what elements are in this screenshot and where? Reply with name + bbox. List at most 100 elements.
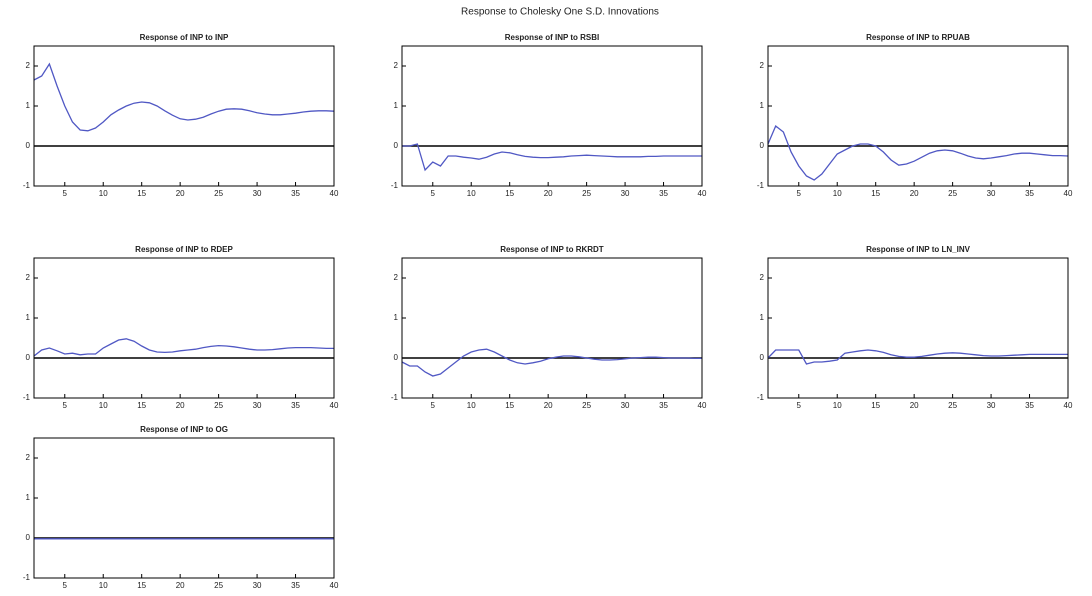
x-tick-label: 20 xyxy=(176,401,185,410)
response-line xyxy=(33,338,334,357)
x-tick-label: 20 xyxy=(910,401,919,410)
x-tick-label: 40 xyxy=(330,189,339,198)
panel-title: Response of INP to OG xyxy=(140,425,228,434)
y-tick-label: 1 xyxy=(26,101,31,110)
x-tick-label: 35 xyxy=(291,189,300,198)
x-tick-label: 15 xyxy=(137,581,146,590)
y-tick-label: 2 xyxy=(26,273,31,282)
y-tick-label: 0 xyxy=(394,353,399,362)
x-tick-label: 5 xyxy=(797,189,802,198)
y-tick-label: 2 xyxy=(394,61,399,70)
plot-frame xyxy=(33,45,335,187)
y-tick-label: -1 xyxy=(391,393,399,402)
y-tick-label: 0 xyxy=(26,141,31,150)
panel-title: Response of INP to RKRDT xyxy=(500,245,604,254)
y-tick-label: 2 xyxy=(760,273,765,282)
x-tick-label: 40 xyxy=(330,401,339,410)
x-tick-label: 30 xyxy=(987,189,996,198)
panel-title: Response of INP to INP xyxy=(140,33,229,42)
x-tick-label: 35 xyxy=(291,581,300,590)
y-tick-label: 0 xyxy=(26,353,31,362)
x-tick-label: 15 xyxy=(505,189,514,198)
x-tick-label: 35 xyxy=(291,401,300,410)
response-line xyxy=(33,62,335,132)
x-tick-label: 5 xyxy=(63,401,68,410)
y-tick-label: 1 xyxy=(26,493,31,502)
x-tick-label: 30 xyxy=(621,189,630,198)
x-tick-label: 20 xyxy=(910,189,919,198)
plot-frame xyxy=(767,257,1069,399)
x-tick-label: 5 xyxy=(63,189,68,198)
x-tick-label: 10 xyxy=(467,401,476,410)
x-tick-label: 10 xyxy=(99,189,108,198)
x-tick-label: 15 xyxy=(871,189,880,198)
x-tick-label: 10 xyxy=(467,189,476,198)
x-tick-label: 25 xyxy=(948,401,957,410)
x-tick-label: 20 xyxy=(544,401,553,410)
x-tick-label: 20 xyxy=(176,581,185,590)
plot-frame xyxy=(401,257,703,399)
y-tick-label: -1 xyxy=(23,393,31,402)
y-tick-label: 1 xyxy=(394,313,399,322)
panel-title: Response of INP to RSBI xyxy=(505,33,600,42)
x-tick-label: 40 xyxy=(698,401,707,410)
response-line xyxy=(767,124,1069,181)
figure-title: Response to Cholesky One S.D. Innovation… xyxy=(461,7,659,18)
y-tick-label: -1 xyxy=(23,573,31,582)
x-tick-label: 25 xyxy=(948,189,957,198)
x-tick-label: 30 xyxy=(987,401,996,410)
y-tick-label: -1 xyxy=(757,181,765,190)
y-tick-label: 2 xyxy=(26,453,31,462)
x-tick-label: 15 xyxy=(505,401,514,410)
x-tick-label: 30 xyxy=(253,189,262,198)
y-tick-label: 0 xyxy=(760,353,765,362)
x-tick-label: 30 xyxy=(621,401,630,410)
panel-title: Response of INP to RDEP xyxy=(135,245,233,254)
y-tick-label: -1 xyxy=(23,181,31,190)
x-tick-label: 40 xyxy=(1064,401,1073,410)
y-tick-label: 1 xyxy=(26,313,31,322)
x-tick-label: 25 xyxy=(214,401,223,410)
x-tick-label: 40 xyxy=(698,189,707,198)
x-tick-label: 30 xyxy=(253,401,262,410)
x-tick-label: 25 xyxy=(582,189,591,198)
response-line xyxy=(402,143,702,172)
y-tick-label: 1 xyxy=(760,313,765,322)
plot-frame xyxy=(33,437,335,579)
x-tick-label: 20 xyxy=(176,189,185,198)
plot-frame xyxy=(401,45,703,187)
y-tick-label: -1 xyxy=(757,393,765,402)
y-tick-label: 0 xyxy=(760,141,765,150)
x-tick-label: 25 xyxy=(214,581,223,590)
x-tick-label: 35 xyxy=(1025,401,1034,410)
y-tick-label: -1 xyxy=(391,181,399,190)
y-tick-label: 1 xyxy=(760,101,765,110)
x-tick-label: 20 xyxy=(544,189,553,198)
y-tick-label: 0 xyxy=(394,141,399,150)
panel-title: Response of INP to RPUAB xyxy=(866,33,970,42)
y-tick-label: 1 xyxy=(394,101,399,110)
response-line xyxy=(767,349,1068,365)
x-tick-label: 10 xyxy=(99,401,108,410)
y-tick-label: 2 xyxy=(26,61,31,70)
panel-title: Response of INP to LN_INV xyxy=(866,245,971,254)
x-tick-label: 10 xyxy=(833,401,842,410)
x-tick-label: 40 xyxy=(330,581,339,590)
response-line xyxy=(401,348,702,377)
x-tick-label: 35 xyxy=(1025,189,1034,198)
y-tick-label: 2 xyxy=(760,61,765,70)
y-tick-label: 2 xyxy=(394,273,399,282)
plot-frame xyxy=(767,45,1069,187)
x-tick-label: 15 xyxy=(137,401,146,410)
x-tick-label: 30 xyxy=(253,581,262,590)
x-tick-label: 35 xyxy=(659,401,668,410)
x-tick-label: 35 xyxy=(659,189,668,198)
x-tick-label: 40 xyxy=(1064,189,1073,198)
x-tick-label: 5 xyxy=(431,401,436,410)
x-tick-label: 10 xyxy=(99,581,108,590)
x-tick-label: 10 xyxy=(833,189,842,198)
x-tick-label: 5 xyxy=(797,401,802,410)
y-tick-label: 0 xyxy=(26,533,31,542)
